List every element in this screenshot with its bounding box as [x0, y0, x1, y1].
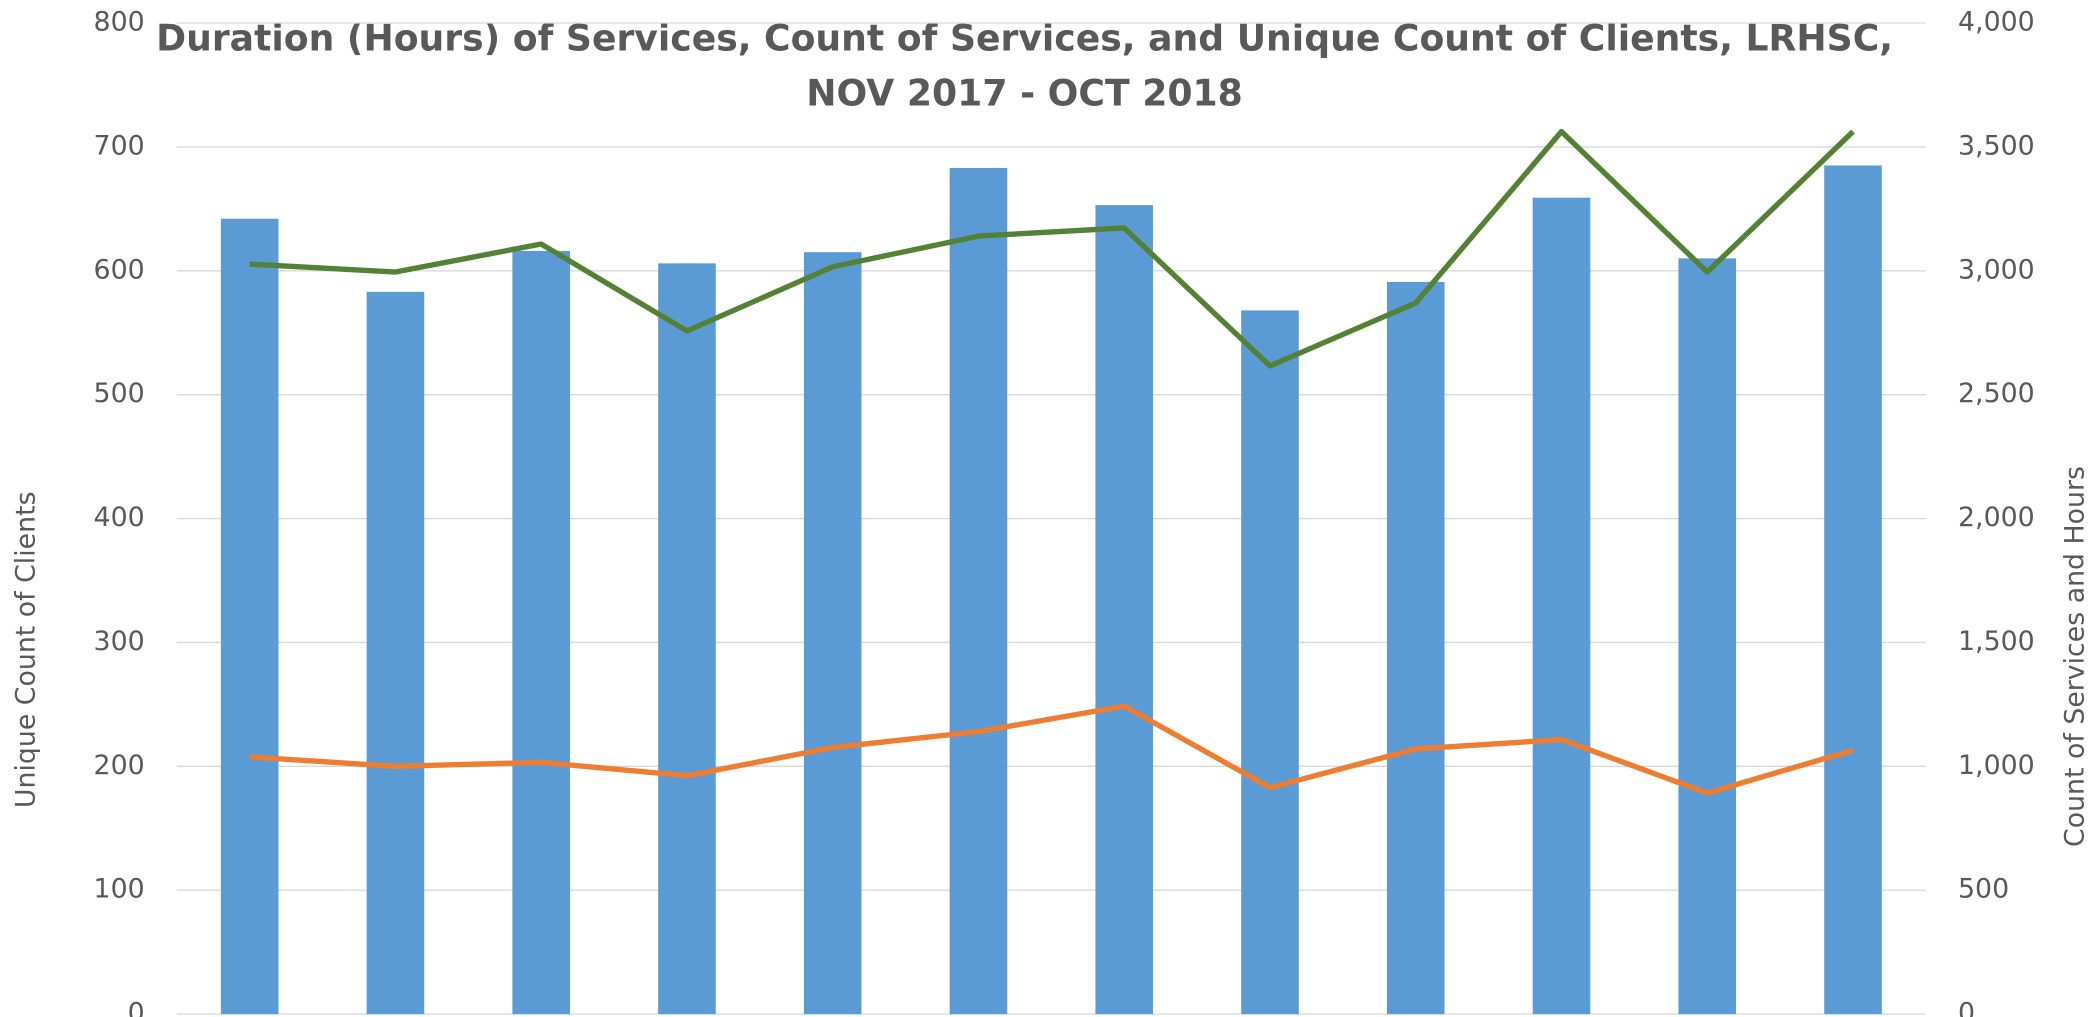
y2-tick-label: 3,500 [1958, 130, 2035, 161]
y2-tick-label: 1,500 [1958, 626, 2035, 657]
bar [803, 252, 862, 1015]
bar [1095, 205, 1154, 1015]
line [249, 128, 1855, 369]
y-tick-label: 100 [94, 874, 145, 905]
bar [512, 250, 570, 1015]
y2-tick-label: 3,000 [1958, 254, 2035, 285]
y-tick-label: 300 [94, 626, 145, 657]
y-tick-label: 600 [94, 254, 145, 285]
y-tick-label: 200 [94, 750, 145, 781]
chart-title: NOV 2017 - OCT 2018 [806, 71, 1243, 114]
bar [1241, 310, 1299, 1015]
bar [1824, 165, 1882, 1015]
y2-tick-label: 2,500 [1958, 378, 2035, 409]
bar [1386, 281, 1445, 1015]
y2-axis-label: Count of Services and Hours [2059, 466, 2090, 847]
bar [220, 218, 279, 1015]
y-tick-label: 500 [94, 378, 145, 409]
bar [1678, 258, 1737, 1015]
y-axis-label: Unique Count of Clients [10, 491, 41, 808]
y2-tick-label: 2,000 [1958, 502, 2035, 533]
y2-tick-label: 4,000 [1958, 7, 2035, 38]
y-tick-label: 0 [128, 998, 145, 1017]
y-tick-label: 800 [94, 7, 145, 38]
line [249, 703, 1854, 796]
bar [949, 167, 1008, 1015]
y-tick-label: 400 [94, 502, 145, 533]
bar [366, 291, 425, 1015]
y-tick-label: 700 [94, 130, 145, 161]
y2-tick-label: 1,000 [1958, 750, 2035, 781]
y2-tick-label: 500 [1958, 874, 2009, 905]
bar [658, 263, 716, 1015]
y2-tick-label: 0 [1958, 998, 1975, 1017]
bar [1532, 197, 1591, 1015]
